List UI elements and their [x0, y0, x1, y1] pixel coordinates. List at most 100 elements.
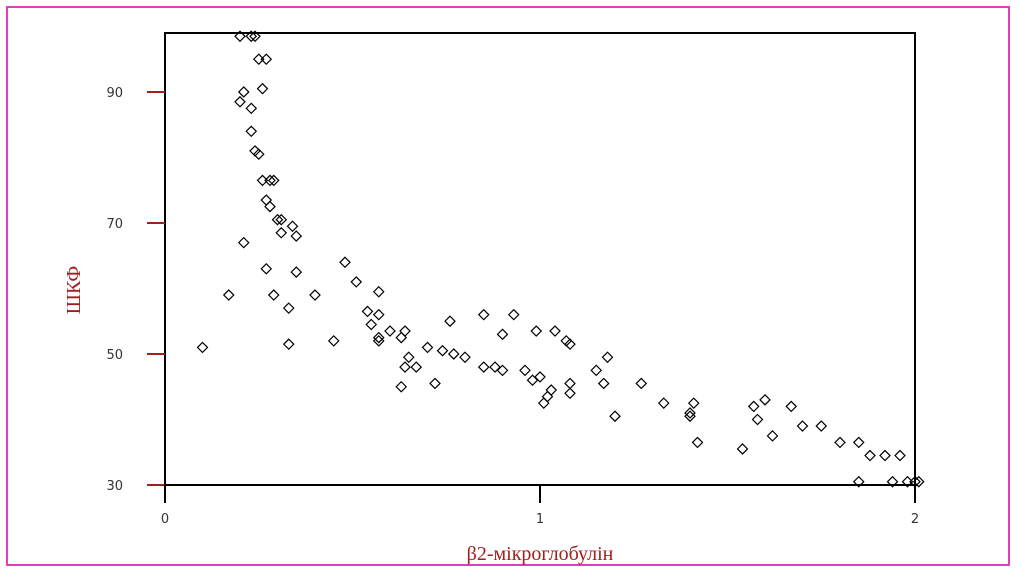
x-tick-label: 0	[161, 512, 169, 527]
data-point	[361, 305, 374, 318]
data-point	[759, 393, 771, 406]
data-point	[402, 351, 415, 364]
data-point	[399, 361, 411, 373]
data-point	[597, 377, 610, 390]
data-point	[252, 53, 265, 66]
data-point	[447, 348, 460, 360]
y-axis-title: ШКФ	[63, 266, 85, 314]
data-point	[256, 82, 269, 95]
data-point	[372, 308, 385, 321]
data-point	[271, 213, 284, 226]
data-point	[267, 289, 280, 301]
axes	[164, 32, 916, 486]
data-point	[564, 377, 576, 390]
x-axis-title: β2-мікроглобулін	[467, 543, 614, 565]
data-point	[384, 325, 396, 337]
data-point	[852, 436, 865, 449]
data-point	[564, 338, 576, 351]
data-point	[429, 377, 441, 390]
x-tick-label: 1	[536, 512, 544, 527]
chart-frame	[6, 6, 1010, 566]
data-point	[609, 410, 621, 423]
data-point	[909, 475, 921, 488]
data-point	[260, 53, 273, 66]
data-point	[537, 397, 550, 409]
y-tick-label: 30	[106, 479, 123, 494]
data-point	[530, 325, 543, 337]
data-point	[237, 86, 250, 98]
data-point	[260, 194, 273, 206]
data-points	[196, 30, 925, 488]
data-point	[290, 230, 303, 242]
data-point	[249, 30, 261, 43]
data-point	[275, 213, 288, 226]
data-point	[410, 361, 423, 373]
data-point	[684, 407, 696, 419]
data-point	[245, 102, 258, 115]
data-point	[372, 331, 385, 344]
data-point	[196, 341, 209, 354]
data-point	[912, 475, 925, 488]
data-point	[249, 145, 261, 157]
ticks: 30 50 70 90 0 1 2	[106, 86, 919, 527]
data-point	[886, 475, 899, 488]
data-point	[222, 289, 235, 301]
data-point	[534, 371, 546, 383]
data-point	[785, 400, 798, 413]
data-point	[309, 289, 321, 301]
data-point	[496, 328, 509, 341]
data-point	[252, 148, 265, 161]
data-point	[395, 331, 408, 344]
data-point	[275, 226, 288, 239]
y-tick-label: 50	[106, 348, 123, 363]
data-point	[766, 430, 779, 442]
data-point	[541, 390, 554, 403]
data-point	[234, 30, 246, 43]
data-point	[796, 420, 809, 432]
data-point	[372, 335, 385, 347]
data-point	[815, 420, 828, 432]
data-point	[560, 335, 573, 347]
data-point	[245, 30, 258, 43]
data-point	[395, 380, 408, 393]
data-point	[489, 361, 501, 373]
data-point	[519, 364, 531, 377]
data-point	[256, 174, 269, 187]
data-point	[864, 449, 876, 462]
data-point	[545, 384, 558, 396]
data-point	[350, 276, 363, 288]
data-point	[260, 262, 273, 275]
data-point	[590, 364, 603, 377]
data-point	[365, 318, 378, 331]
data-point	[834, 436, 846, 449]
data-point	[264, 174, 276, 187]
x-tick-label: 2	[911, 512, 919, 527]
data-point	[444, 315, 456, 328]
data-point	[436, 344, 449, 357]
data-point	[601, 351, 614, 364]
y-tick-label: 70	[106, 217, 123, 232]
data-point	[399, 325, 411, 337]
data-point	[282, 338, 295, 351]
plot-border	[164, 32, 916, 486]
data-point	[290, 266, 303, 278]
data-point	[549, 325, 561, 337]
data-point	[691, 436, 704, 449]
data-point	[282, 302, 295, 314]
data-point	[852, 475, 865, 488]
data-point	[286, 220, 299, 233]
data-point	[747, 400, 760, 413]
y-tick-label: 90	[106, 86, 123, 101]
data-point	[507, 308, 520, 321]
data-point	[657, 397, 670, 409]
data-point	[234, 95, 246, 108]
data-point	[879, 449, 891, 462]
data-point	[459, 351, 471, 364]
data-point	[894, 449, 906, 462]
data-point	[339, 256, 351, 269]
data-point	[736, 443, 749, 455]
data-point	[477, 308, 490, 321]
data-point	[635, 377, 648, 390]
data-point	[237, 236, 250, 249]
